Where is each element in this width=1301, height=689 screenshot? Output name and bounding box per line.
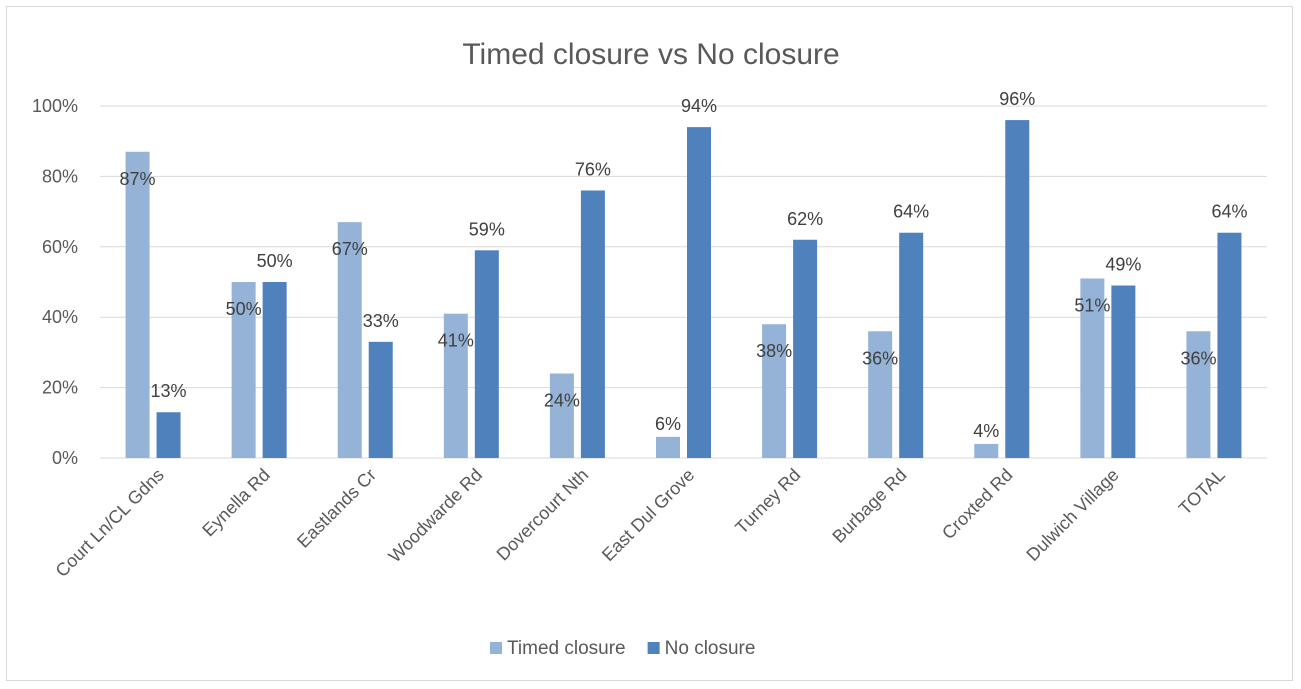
x-tick-label: Dovercourt Nth: [493, 465, 593, 565]
data-label-timed-closure: 36%: [862, 348, 898, 368]
data-label-timed-closure: 4%: [973, 421, 999, 441]
bar-timed-closure: [1186, 331, 1211, 458]
data-label-no-closure: 59%: [469, 219, 505, 239]
data-label-no-closure: 33%: [363, 311, 399, 331]
bar-timed-closure: [1080, 278, 1105, 458]
y-tick-label: 60%: [42, 237, 78, 257]
bar-no-closure: [580, 190, 605, 459]
data-label-timed-closure: 38%: [756, 341, 792, 361]
legend-label: Timed closure: [507, 638, 626, 659]
bar-timed-closure: [656, 436, 680, 458]
data-label-timed-closure: 36%: [1180, 348, 1216, 368]
data-label-no-closure: 96%: [999, 89, 1035, 109]
data-label-timed-closure: 6%: [655, 414, 681, 434]
x-tick-label: Court Ln/CL Gdns: [52, 465, 168, 581]
x-tick-label: Eynella Rd: [198, 465, 274, 541]
legend-label: No closure: [665, 638, 756, 659]
chart-title: Timed closure vs No closure: [462, 38, 839, 71]
y-axis-ticks: 0% 20% 40% 60% 80% 100%: [32, 96, 78, 468]
bar-no-closure: [262, 282, 287, 458]
bar-timed-closure: [974, 443, 999, 458]
legend-swatch: [647, 642, 660, 654]
y-tick-label: 20%: [42, 378, 78, 398]
data-label-no-closure: 76%: [575, 159, 611, 179]
data-labels: 87% 13% 50% 50% 67% 33% 41% 59% 24% 76% 6% 94% 38% 62…: [120, 89, 1248, 441]
data-label-timed-closure: 87%: [120, 169, 156, 189]
bar-timed-closure: [443, 313, 468, 458]
data-label-no-closure: 94%: [681, 96, 717, 116]
y-tick-label: 40%: [42, 307, 78, 327]
data-label-no-closure: 50%: [257, 251, 293, 271]
data-label-timed-closure: 51%: [1074, 295, 1110, 315]
bar-timed-closure: [762, 324, 787, 458]
bar-no-closure: [474, 250, 499, 458]
bars: [125, 120, 1242, 459]
bar-no-closure: [1005, 120, 1030, 458]
y-tick-label: 80%: [42, 166, 78, 186]
data-label-no-closure: 49%: [1105, 255, 1141, 275]
bar-no-closure: [1111, 285, 1136, 458]
y-tick-label: 0%: [52, 448, 78, 468]
bar-no-closure: [1217, 232, 1242, 458]
data-label-timed-closure: 24%: [544, 391, 580, 411]
x-tick-label: Eastlands Cr: [293, 465, 380, 552]
data-label-no-closure: 13%: [151, 381, 187, 401]
data-label-timed-closure: 50%: [226, 299, 262, 319]
bar-no-closure: [156, 412, 181, 458]
bar-no-closure: [793, 239, 818, 458]
data-label-timed-closure: 67%: [332, 239, 368, 259]
bar-timed-closure: [549, 373, 574, 458]
data-label-no-closure: 64%: [1211, 202, 1247, 222]
data-label-no-closure: 64%: [893, 202, 929, 222]
bar-no-closure: [687, 127, 711, 459]
bar-timed-closure: [868, 331, 893, 458]
gridlines: [100, 105, 1267, 459]
bar-timed-closure: [337, 222, 362, 458]
x-tick-label: Burbage Rd: [828, 465, 910, 547]
data-label-timed-closure: 41%: [438, 331, 474, 351]
bar-timed-closure: [125, 151, 150, 458]
bar-timed-closure: [231, 282, 256, 458]
x-tick-label: Dulwich Village: [1022, 465, 1122, 565]
bar-no-closure: [368, 341, 393, 458]
bar-no-closure: [899, 232, 924, 458]
x-tick-label: Turney Rd: [731, 465, 804, 538]
x-tick-label: East Dul Grove: [598, 465, 698, 565]
y-tick-label: 100%: [32, 96, 78, 116]
chart-frame: [6, 6, 1293, 681]
data-label-no-closure: 62%: [787, 209, 823, 229]
legend-swatch: [490, 642, 502, 654]
x-tick-label: TOTAL: [1175, 465, 1229, 519]
x-axis-ticks: Court Ln/CL Gdns Eynella Rd Eastlands Cr Wo…: [52, 465, 1229, 581]
x-tick-label: Woodwarde Rd: [385, 465, 487, 567]
legend: Timed closure No closure: [490, 638, 755, 659]
x-tick-label: Croxted Rd: [938, 465, 1017, 544]
